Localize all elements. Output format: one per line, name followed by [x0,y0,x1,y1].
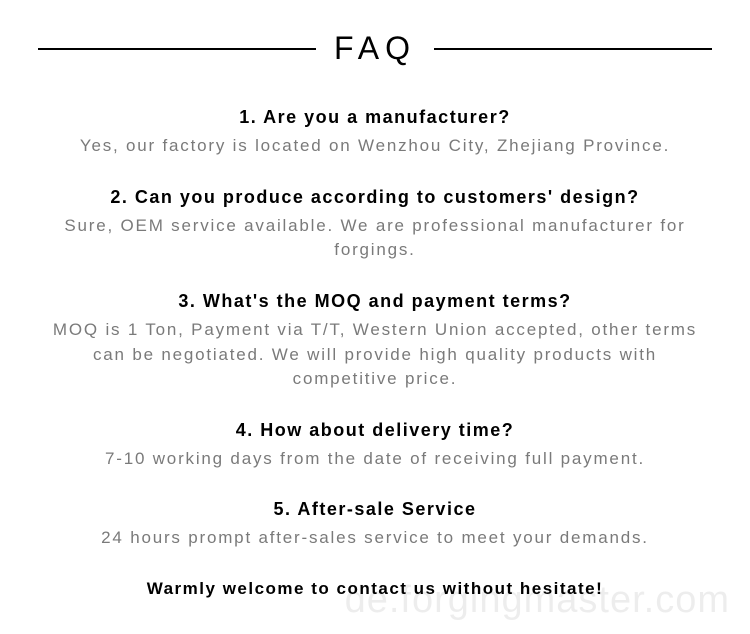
faq-question: 5. After-sale Service [50,499,700,520]
faq-question: 4. How about delivery time? [50,420,700,441]
header-line-left [38,48,316,50]
faq-content: 1. Are you a manufacturer? Yes, our fact… [0,87,750,599]
faq-item: 5. After-sale Service 24 hours prompt af… [50,499,700,551]
closing-text: Warmly welcome to contact us without hes… [50,579,700,599]
faq-item: 3. What's the MOQ and payment terms? MOQ… [50,291,700,392]
faq-answer: 7-10 working days from the date of recei… [50,447,700,472]
faq-answer: 24 hours prompt after-sales service to m… [50,526,700,551]
faq-question: 3. What's the MOQ and payment terms? [50,291,700,312]
faq-item: 1. Are you a manufacturer? Yes, our fact… [50,107,700,159]
faq-answer: MOQ is 1 Ton, Payment via T/T, Western U… [50,318,700,392]
faq-answer: Yes, our factory is located on Wenzhou C… [50,134,700,159]
faq-item: 2. Can you produce according to customer… [50,187,700,263]
header-line-right [434,48,712,50]
faq-header: FAQ [0,0,750,87]
faq-title: FAQ [334,30,416,67]
faq-question: 1. Are you a manufacturer? [50,107,700,128]
faq-item: 4. How about delivery time? 7-10 working… [50,420,700,472]
faq-question: 2. Can you produce according to customer… [50,187,700,208]
faq-answer: Sure, OEM service available. We are prof… [50,214,700,263]
